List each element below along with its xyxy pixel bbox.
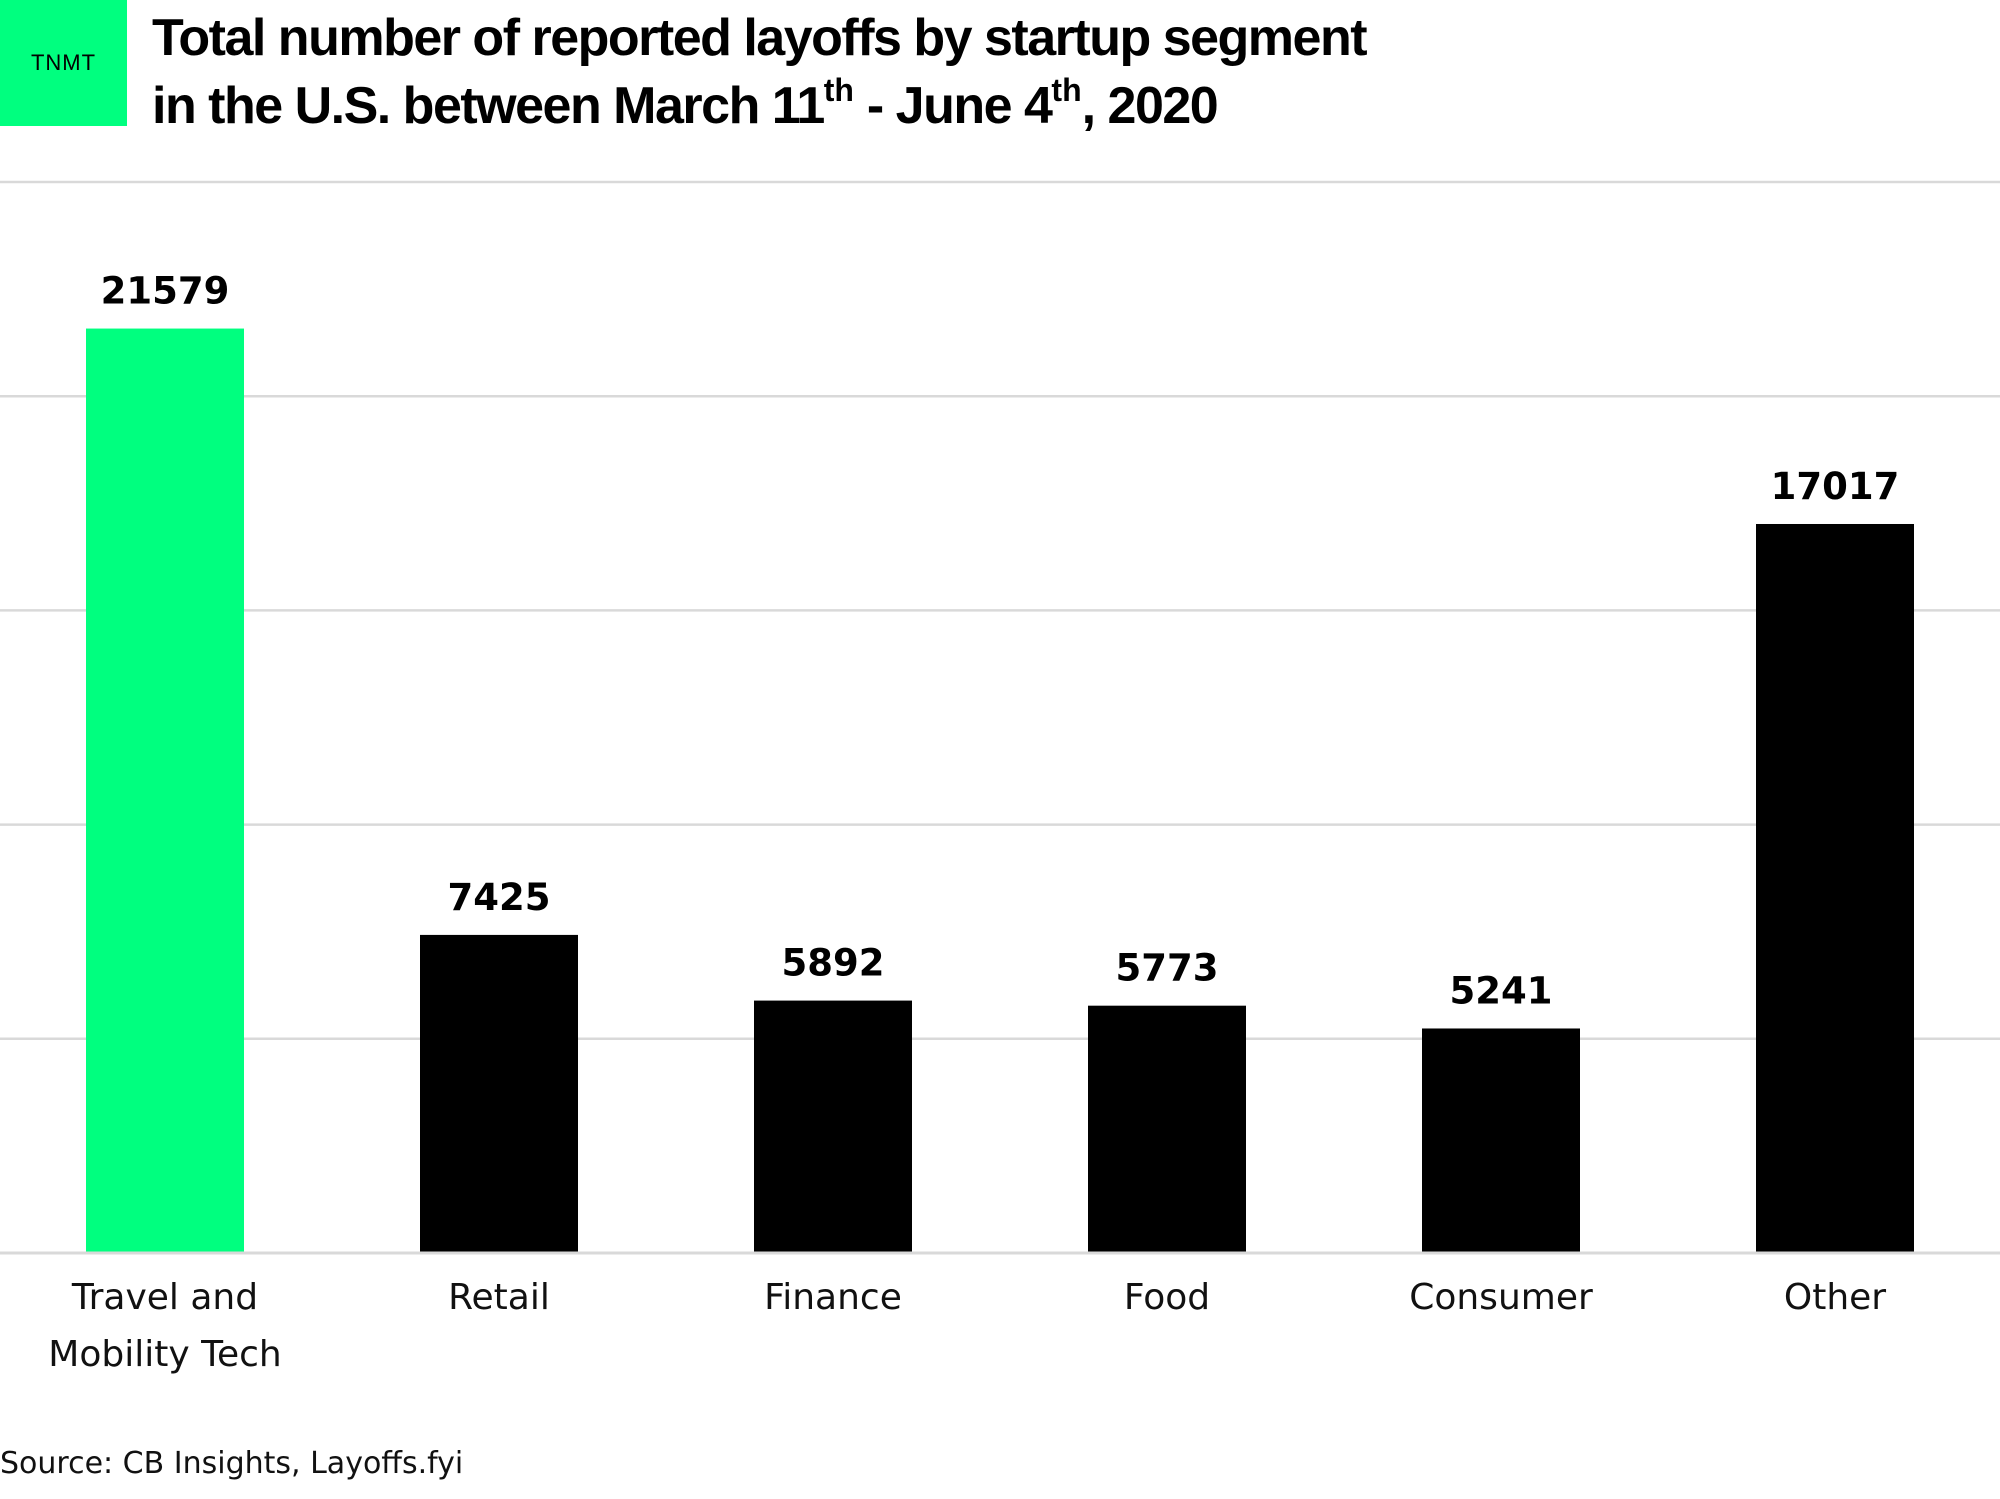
bars bbox=[86, 328, 1914, 1253]
category-label: Consumer bbox=[1409, 1277, 1593, 1318]
bar bbox=[1088, 1005, 1246, 1253]
bar bbox=[1756, 523, 1914, 1253]
data-label: 5892 bbox=[782, 942, 885, 985]
data-label: 17017 bbox=[1771, 465, 1900, 508]
category-label: Finance bbox=[764, 1277, 902, 1318]
chart-title-superscript-b: th bbox=[1051, 72, 1082, 108]
bar-chart: 21579 7425 5892 5773 5241 17017 Travel and Mob… bbox=[0, 180, 2000, 1375]
data-label: 5773 bbox=[1116, 947, 1219, 990]
category-label: Food bbox=[1124, 1277, 1210, 1318]
chart-title-part-a: in the U.S. between March 11 bbox=[152, 77, 825, 135]
bar bbox=[420, 934, 578, 1253]
data-label: 5241 bbox=[1450, 969, 1553, 1012]
data-labels: 21579 7425 5892 5773 5241 17017 bbox=[101, 270, 1900, 1013]
category-label: Other bbox=[1784, 1277, 1886, 1318]
category-label: Travel and bbox=[71, 1277, 258, 1318]
chart-title-superscript-a: th bbox=[823, 72, 854, 108]
category-labels: Travel and Mobility Tech Retail Finance Food… bbox=[48, 1277, 1886, 1375]
category-label: Retail bbox=[448, 1277, 550, 1318]
chart-title-part-b: - June 4 bbox=[853, 77, 1053, 135]
chart-title-line-2: in the U.S. between March 11th - June 4t… bbox=[152, 72, 1952, 140]
data-label: 7425 bbox=[448, 876, 551, 919]
bar bbox=[754, 1000, 912, 1253]
chart-title-part-c: , 2020 bbox=[1081, 77, 1219, 135]
chart-title: Total number of reported layoffs by star… bbox=[152, 4, 1952, 140]
category-label: Mobility Tech bbox=[48, 1334, 281, 1375]
bar bbox=[1422, 1028, 1580, 1253]
bar bbox=[86, 328, 244, 1253]
brand-logo: TNMT bbox=[0, 0, 127, 126]
data-label: 21579 bbox=[101, 270, 230, 313]
gridlines bbox=[0, 180, 2000, 1041]
brand-logo-text: TNMT bbox=[30, 50, 97, 75]
chart-title-line-1: Total number of reported layoffs by star… bbox=[152, 9, 1368, 67]
source-note: Source: CB Insights, Layoffs.fyi bbox=[0, 1446, 464, 1481]
